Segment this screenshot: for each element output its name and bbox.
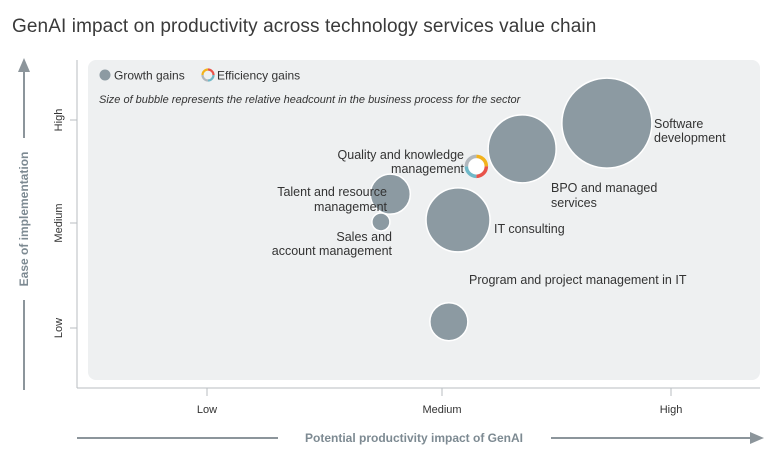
x-ticks: Low Medium High — [197, 388, 682, 416]
chart-subtitle: Size of bubble represents the relative h… — [99, 94, 522, 106]
x-axis-title: Potential productivity impact of GenAI — [305, 431, 523, 445]
y-axis-arrow-head — [18, 58, 30, 72]
x-tick-label: High — [660, 404, 683, 416]
page-title: GenAI impact on productivity across tech… — [12, 16, 597, 37]
x-tick-label: Medium — [422, 404, 461, 416]
label-quality-l1: Quality and knowledge — [338, 148, 465, 162]
label-sales-l1: Sales and — [336, 230, 392, 244]
label-it-consulting: IT consulting — [494, 222, 565, 236]
legend-efficiency-label: Efficiency gains — [217, 69, 300, 83]
legend-growth-marker — [99, 69, 111, 81]
y-axis-title: Ease of implementation — [17, 152, 31, 287]
y-tick-label: Low — [53, 318, 65, 338]
label-bpo-l2: services — [551, 196, 597, 210]
y-tick-label: High — [53, 109, 65, 132]
bubble-program-and-project-management-in-it — [429, 301, 469, 342]
legend: Growth gains Efficiency gains — [99, 68, 300, 83]
y-ticks: Low Medium High — [53, 109, 77, 338]
bubble-labels: Software development BPO and managed ser… — [272, 117, 726, 287]
legend-growth-label: Growth gains — [114, 69, 185, 83]
label-software-development-l1: Software — [654, 117, 703, 131]
label-bpo-l1: BPO and managed — [551, 181, 657, 195]
y-tick-label: Medium — [53, 203, 65, 242]
bubble-it-consulting — [425, 187, 491, 253]
plot-area — [88, 60, 760, 380]
label-program-project: Program and project management in IT — [469, 273, 687, 287]
x-axis-title-group: Potential productivity impact of GenAI — [77, 431, 764, 445]
bubble-sales-and-account-management — [371, 212, 391, 232]
bubble-bpo-and-managed-services — [487, 114, 557, 184]
bubble-talent-and-resource-management — [369, 173, 412, 215]
label-talent-l2: management — [314, 200, 387, 214]
bubbles — [369, 77, 653, 342]
label-quality-l2: management — [391, 162, 464, 176]
bubble-software-development — [561, 77, 653, 169]
legend-efficiency-marker — [201, 68, 215, 82]
label-software-development-l2: development — [654, 131, 726, 145]
x-axis-arrow-head — [750, 432, 764, 444]
y-axis-title-group: Ease of implementation — [17, 58, 31, 390]
label-sales-l2: account management — [272, 244, 393, 258]
x-tick-label: Low — [197, 404, 217, 416]
label-talent-l1: Talent and resource — [277, 185, 387, 199]
bubble-quality-and-knowledge-management — [464, 154, 489, 179]
